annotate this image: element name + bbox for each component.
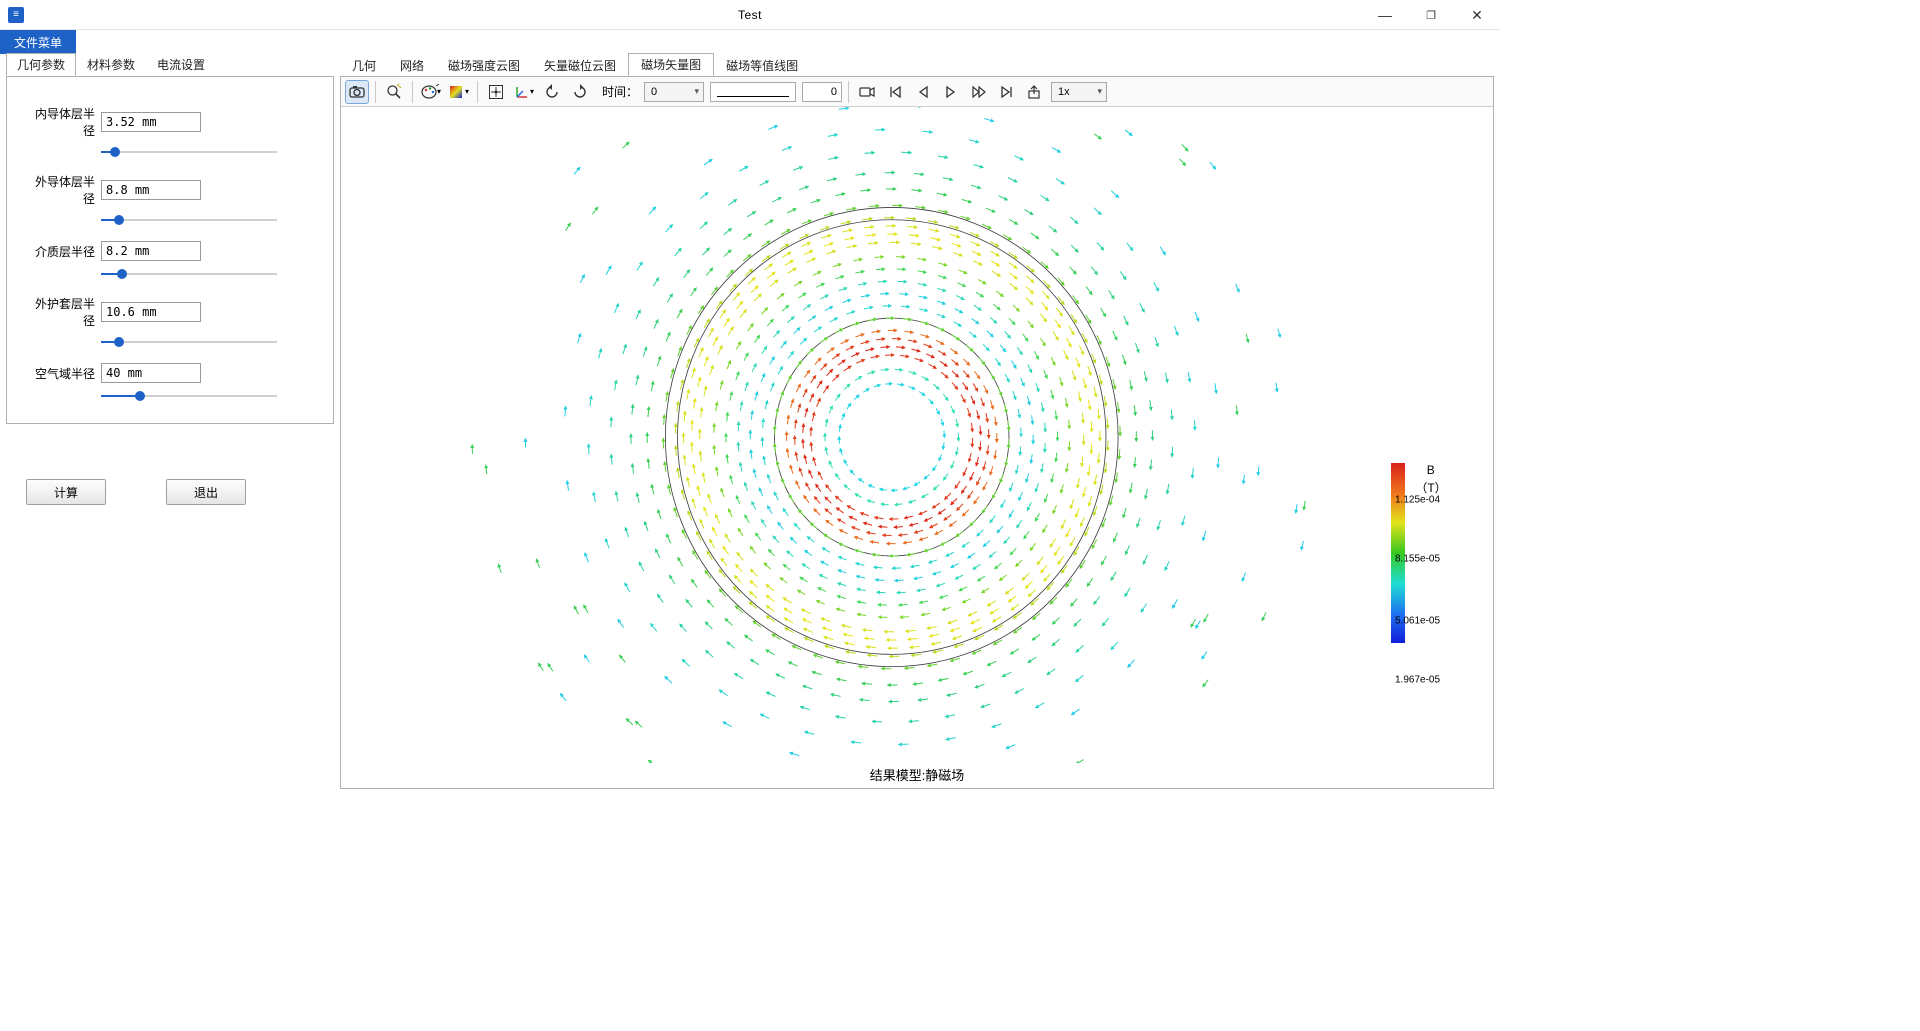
param-label-3: 外护套层半径 — [25, 295, 95, 329]
maximize-button[interactable]: ❐ — [1408, 0, 1454, 30]
legend-tick-min: 1.967e-05 — [1395, 675, 1440, 686]
record-icon[interactable] — [855, 80, 879, 104]
param-label-0: 内导体层半径 — [25, 105, 95, 139]
window-title: Test — [738, 8, 762, 22]
param-label-4: 空气域半径 — [25, 365, 95, 382]
left-tabs: 几何参数材料参数电流设置 — [6, 54, 334, 76]
parameter-panel: 内导体层半径外导体层半径介质层半径外护套层半径空气域半径 — [6, 76, 334, 424]
param-input-3[interactable] — [101, 302, 201, 322]
zoom-icon[interactable] — [382, 80, 406, 104]
view-tab-2[interactable]: 磁场强度云图 — [436, 55, 532, 76]
legend-tick-max: 1.125e-04 — [1395, 495, 1440, 506]
param-slider-3[interactable] — [101, 335, 277, 349]
left-panel: 几何参数材料参数电流设置 内导体层半径外导体层半径介质层半径外护套层半径空气域半… — [0, 54, 340, 789]
compute-button[interactable]: 计算 — [26, 479, 106, 505]
result-caption: 结果模型:静磁场 — [341, 763, 1493, 788]
param-row-2: 介质层半径 — [25, 241, 315, 261]
window-controls: ― ❐ ✕ — [1362, 0, 1500, 30]
color-legend: B （T） 1.125e-04 8.155e-05 5.061e-05 1.96… — [1391, 463, 1471, 680]
rotate-ccw-icon[interactable] — [540, 80, 564, 104]
time-select[interactable]: 0 — [644, 82, 704, 102]
close-button[interactable]: ✕ — [1454, 0, 1500, 30]
view-tab-4[interactable]: 磁场矢量图 — [628, 53, 714, 76]
param-label-1: 外导体层半径 — [25, 173, 95, 207]
view-tab-5[interactable]: 磁场等值线图 — [714, 55, 810, 76]
palette-icon[interactable]: ▾ — [419, 80, 443, 104]
file-menu[interactable]: 文件菜单 — [0, 30, 76, 54]
param-label-2: 介质层半径 — [25, 243, 95, 260]
fit-view-icon[interactable] — [484, 80, 508, 104]
export-icon[interactable] — [1023, 80, 1047, 104]
view-frame: ▾ ▾ ▾ 时间： 0 1x — [340, 76, 1494, 789]
skip-end-icon[interactable] — [995, 80, 1019, 104]
minimize-button[interactable]: ― — [1362, 0, 1408, 30]
titlebar: ≡ Test ― ❐ ✕ — [0, 0, 1500, 30]
param-slider-1[interactable] — [101, 213, 277, 227]
param-input-4[interactable] — [101, 363, 201, 383]
step-back-icon[interactable] — [911, 80, 935, 104]
view-toolbar: ▾ ▾ ▾ 时间： 0 1x — [341, 77, 1493, 107]
view-area: 几何网络磁场强度云图矢量磁位云图磁场矢量图磁场等值线图 ▾ ▾ ▾ 时间： 0 — [340, 54, 1500, 789]
param-input-2[interactable] — [101, 241, 201, 261]
speed-select[interactable]: 1x — [1051, 82, 1107, 102]
param-slider-0[interactable] — [101, 145, 277, 159]
left-tab-2[interactable]: 电流设置 — [146, 53, 216, 76]
legend-tick-q3: 8.155e-05 — [1395, 554, 1440, 565]
view-tab-1[interactable]: 网络 — [388, 55, 436, 76]
exit-button[interactable]: 退出 — [166, 479, 246, 505]
left-tab-1[interactable]: 材料参数 — [76, 53, 146, 76]
param-row-0: 内导体层半径 — [25, 105, 315, 139]
time-label: 时间： — [602, 83, 638, 100]
axes-icon[interactable]: ▾ — [512, 80, 536, 104]
time-input[interactable] — [802, 82, 842, 102]
play-icon[interactable] — [939, 80, 963, 104]
time-slider[interactable] — [710, 82, 796, 102]
camera-icon[interactable] — [345, 80, 369, 104]
param-slider-2[interactable] — [101, 267, 277, 281]
rotate-cw-icon[interactable] — [568, 80, 592, 104]
app-icon: ≡ — [8, 7, 24, 23]
skip-start-icon[interactable] — [883, 80, 907, 104]
colormap-icon[interactable]: ▾ — [447, 80, 471, 104]
step-forward-icon[interactable] — [967, 80, 991, 104]
param-row-4: 空气域半径 — [25, 363, 315, 383]
view-tab-3[interactable]: 矢量磁位云图 — [532, 55, 628, 76]
param-input-0[interactable] — [101, 112, 201, 132]
menubar: 文件菜单 — [0, 30, 1500, 54]
plot-canvas[interactable]: Y X Z B （T） 1.125e-04 8.155e-05 5.061e-0… — [341, 107, 1493, 763]
view-tabs: 几何网络磁场强度云图矢量磁位云图磁场矢量图磁场等值线图 — [340, 54, 1494, 76]
param-slider-4[interactable] — [101, 389, 277, 403]
left-tab-0[interactable]: 几何参数 — [6, 53, 76, 76]
legend-tick-q2: 5.061e-05 — [1395, 615, 1440, 626]
param-row-3: 外护套层半径 — [25, 295, 315, 329]
param-input-1[interactable] — [101, 180, 201, 200]
param-row-1: 外导体层半径 — [25, 173, 315, 207]
view-tab-0[interactable]: 几何 — [340, 55, 388, 76]
